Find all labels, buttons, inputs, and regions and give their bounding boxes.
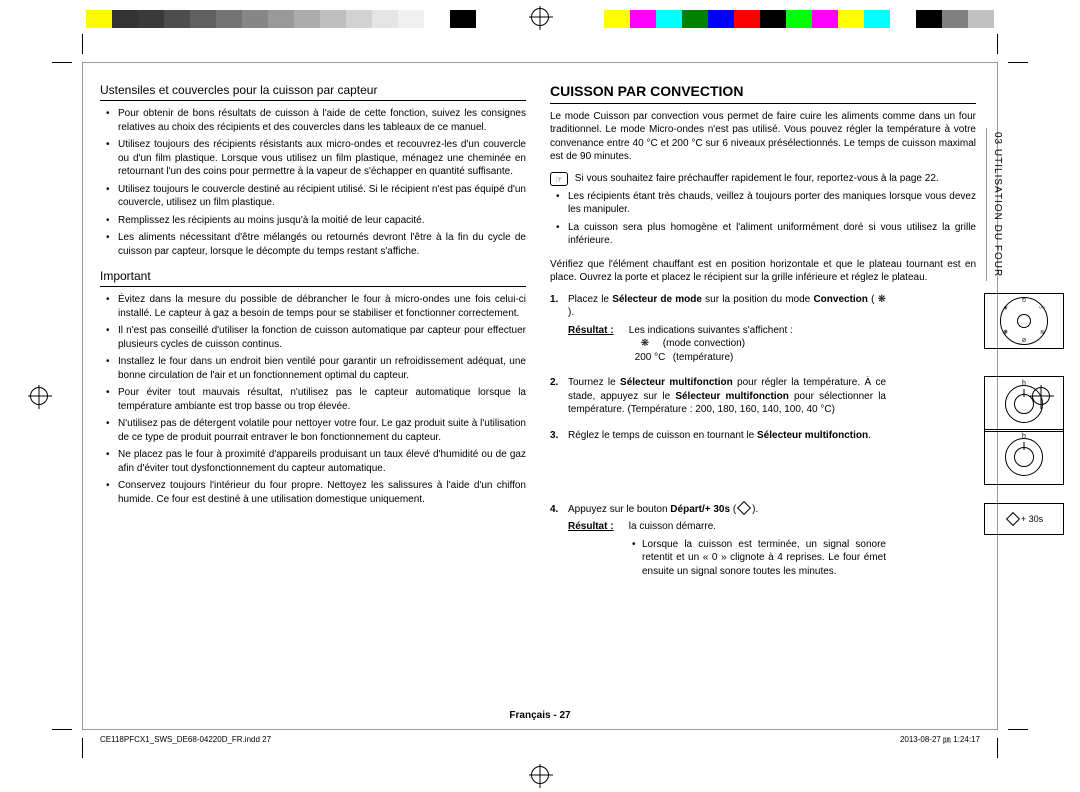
- temp-value: 200 °C: [630, 351, 670, 365]
- note-icon: ☞: [550, 172, 568, 186]
- mode-dial-icon: ⏲ 〰 ≋ ⊘ ❋ ☀: [1000, 297, 1048, 345]
- crop-mark: [1008, 729, 1028, 730]
- crop-mark: [997, 738, 998, 758]
- multi-selector-fig: h: [984, 376, 1064, 432]
- step4-sub-bullets: Lorsque la cuisson est terminée, un sign…: [630, 538, 886, 579]
- crop-mark: [52, 729, 72, 730]
- list-item: Évitez dans la mesure du possible de déb…: [118, 293, 526, 320]
- multi-selector-fig: h: [984, 429, 1064, 485]
- t: Sélecteur multifonction: [620, 377, 733, 388]
- list-item: Remplissez les récipients au moins jusqu…: [118, 214, 526, 228]
- list-item: Pour obtenir de bons résultats de cuisso…: [118, 107, 526, 134]
- start-diamond-icon: [737, 501, 751, 515]
- bullet-list-important: Évitez dans la mesure du possible de déb…: [100, 293, 526, 506]
- list-item: Les aliments nécessitant d'être mélangés…: [118, 231, 526, 258]
- left-column: Ustensiles et couvercles pour la cuisson…: [100, 82, 526, 707]
- step-4: 4. Appuyez sur le bouton Départ/+ 30s ()…: [568, 503, 976, 579]
- registration-mark: [531, 8, 549, 26]
- list-item: Les récipients étant très chauds, veille…: [568, 190, 976, 217]
- start-diamond-icon: [1006, 512, 1020, 526]
- crop-mark: [1008, 62, 1028, 63]
- t: Départ/+ 30s: [670, 504, 730, 515]
- t: sur la position du mode: [702, 294, 813, 305]
- list-item: Ne placez pas le four à proximité d'appa…: [118, 448, 526, 475]
- t: Placez le: [568, 294, 612, 305]
- step-1: 1. Placez le Sélecteur de mode sur la po…: [568, 293, 976, 365]
- list-item: Conservez toujours l'intérieur du four p…: [118, 479, 526, 506]
- result-text: la cuisson démarre.: [629, 521, 716, 532]
- t: Sélecteur de mode: [612, 294, 702, 305]
- crop-mark: [997, 34, 998, 54]
- t: Tournez le: [568, 377, 620, 388]
- intro-text: Le mode Cuisson par convection vous perm…: [550, 110, 976, 164]
- note-text: Si vous souhaitez faire préchauffer rapi…: [575, 173, 939, 184]
- t: .: [868, 430, 871, 441]
- subheading-important: Important: [100, 268, 526, 287]
- t: Sélecteur multifonction: [757, 430, 868, 441]
- t: Sélecteur multifonction: [675, 391, 789, 402]
- dial-icon: [1005, 385, 1043, 423]
- colorbar-right: [604, 10, 1020, 28]
- verify-text: Vérifiez que l'élément chauffant est en …: [550, 258, 976, 285]
- bullet-list-utensils: Pour obtenir de bons résultats de cuisso…: [100, 107, 526, 258]
- list-item: Installez le four dans un endroit bien v…: [118, 355, 526, 382]
- section-tab: 03 UTILISATION DU FOUR: [986, 128, 1007, 281]
- t: Lorsque la cuisson est terminée, un sign…: [642, 538, 886, 579]
- t: Convection: [813, 294, 867, 305]
- list-item: Pour éviter tout mauvais résultat, n'uti…: [118, 386, 526, 413]
- list-item: La cuisson sera plus homogène et l'alime…: [568, 221, 976, 248]
- start-button-fig: + 30s: [984, 503, 1064, 535]
- crop-mark: [52, 62, 72, 63]
- step-3: 3. Réglez le temps de cuisson en tournan…: [568, 429, 976, 485]
- page-content: Ustensiles et couvercles pour la cuisson…: [100, 82, 980, 707]
- note-bullet-list: Les récipients étant très chauds, veille…: [550, 190, 976, 248]
- page-footer: Français - 27: [509, 709, 570, 723]
- list-item: N'utilisez pas de détergent volatile pou…: [118, 417, 526, 444]
- crop-mark: [82, 34, 83, 54]
- t: (température): [673, 352, 734, 363]
- dial-icon: [1005, 438, 1043, 476]
- registration-mark: [531, 766, 549, 784]
- note-block: ☞ Si vous souhaitez faire préchauffer ra…: [550, 172, 976, 248]
- result-label: Résultat :: [568, 520, 626, 534]
- result-label: Résultat :: [568, 324, 626, 338]
- indesign-file-footer: CE118PFCX1_SWS_DE68-04220D_FR.indd 27: [100, 735, 271, 746]
- t: (mode convection): [663, 338, 745, 349]
- t: Réglez le temps de cuisson en tournant l…: [568, 430, 757, 441]
- heading-convection: CUISSON PAR CONVECTION: [550, 82, 976, 104]
- list-item: Il n'est pas conseillé d'utiliser la fon…: [118, 324, 526, 351]
- subheading-utensils: Ustensiles et couvercles pour la cuisson…: [100, 82, 526, 101]
- list-item: Utilisez toujours des récipients résista…: [118, 138, 526, 179]
- right-column: CUISSON PAR CONVECTION Le mode Cuisson p…: [550, 82, 980, 707]
- t: (: [730, 504, 736, 515]
- colorbar-left: [60, 10, 476, 28]
- registration-mark: [30, 387, 48, 405]
- result-text: Les indications suivantes s'affichent :: [629, 325, 793, 336]
- t: ).: [752, 504, 758, 515]
- timestamp-footer: 2013-08-27 ㏘ 1:24:17: [900, 735, 980, 746]
- start-label: + 30s: [1021, 513, 1043, 525]
- crop-mark: [82, 738, 83, 758]
- mode-selector-fig: ⏲ 〰 ≋ ⊘ ❋ ☀: [984, 293, 1064, 349]
- t: Appuyez sur le bouton: [568, 504, 670, 515]
- convection-icon: ❋: [630, 337, 660, 351]
- step-list: 1. Placez le Sélecteur de mode sur la po…: [550, 293, 976, 579]
- list-item: Utilisez toujours le couvercle destiné a…: [118, 183, 526, 210]
- step-2: 2. Tournez le Sélecteur multifonction po…: [568, 376, 976, 417]
